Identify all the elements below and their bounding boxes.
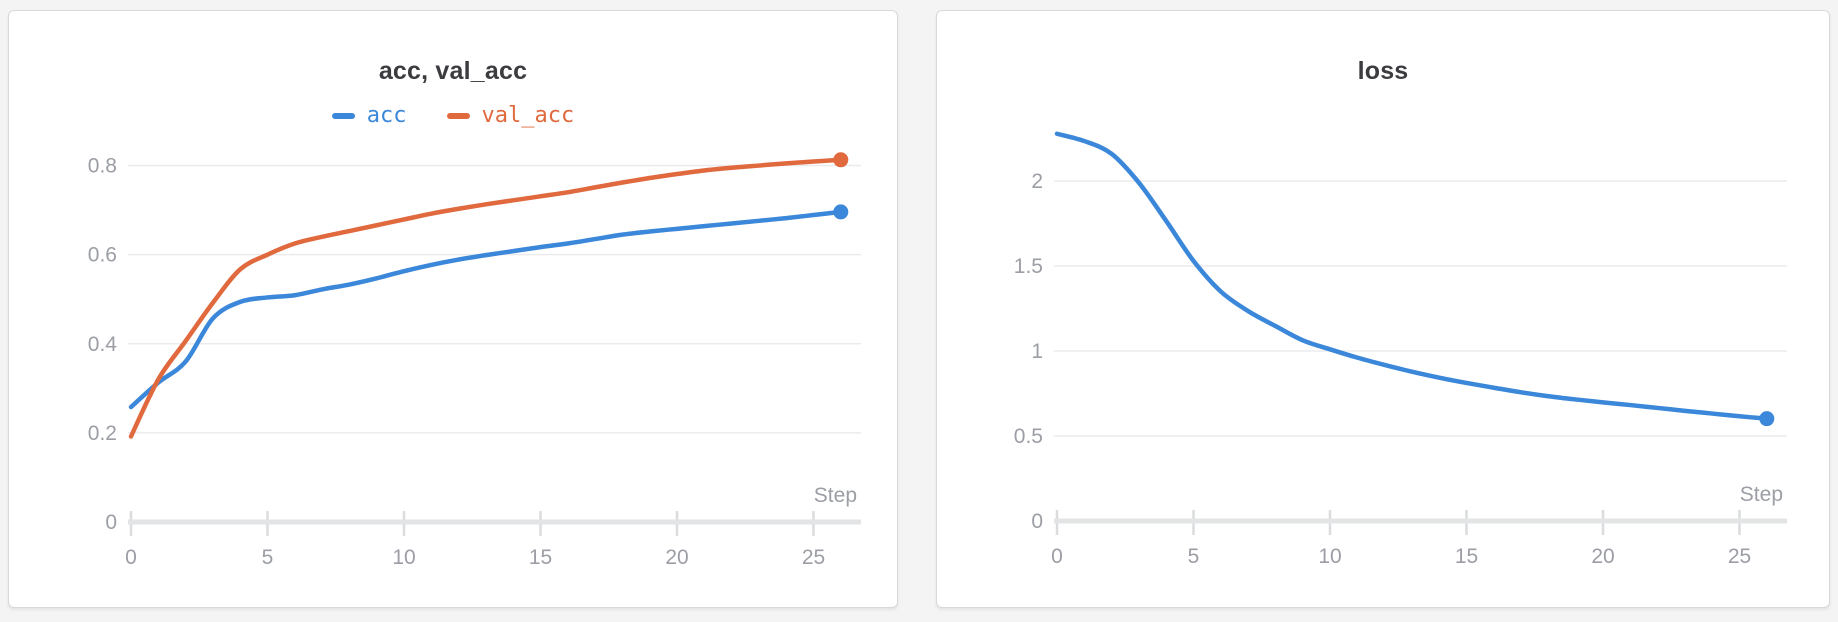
svg-text:10: 10 bbox=[1318, 545, 1341, 568]
svg-text:20: 20 bbox=[665, 546, 688, 569]
legend-item-acc: acc bbox=[331, 103, 407, 128]
svg-text:0.4: 0.4 bbox=[88, 333, 118, 356]
chart-panel-loss: 0 0.5 1 1.5 2 0 5 10 15 20 25 Step loss bbox=[936, 10, 1830, 608]
svg-text:5: 5 bbox=[1188, 545, 1200, 568]
svg-text:0.5: 0.5 bbox=[1014, 425, 1043, 448]
svg-text:25: 25 bbox=[802, 546, 825, 569]
svg-text:0: 0 bbox=[1031, 510, 1043, 533]
svg-text:0.2: 0.2 bbox=[88, 422, 117, 445]
svg-text:5: 5 bbox=[262, 546, 274, 569]
svg-text:1: 1 bbox=[1031, 340, 1043, 363]
legend-label-acc: acc bbox=[366, 103, 407, 128]
svg-text:20: 20 bbox=[1591, 545, 1614, 568]
svg-text:Step: Step bbox=[814, 484, 857, 507]
chart-panel-acc: 0 0.2 0.4 0.6 0.8 0 5 10 15 20 25 Step acc, val_acc… bbox=[8, 10, 898, 608]
legend-label-val-acc: val_acc bbox=[481, 103, 575, 128]
svg-text:0: 0 bbox=[125, 546, 137, 569]
svg-text:0: 0 bbox=[105, 511, 117, 534]
chart-title-acc: acc, val_acc bbox=[378, 57, 528, 85]
svg-text:Step: Step bbox=[1740, 483, 1783, 506]
svg-text:0.6: 0.6 bbox=[88, 244, 117, 267]
svg-text:0: 0 bbox=[1051, 545, 1063, 568]
legend-item-val-acc: val_acc bbox=[446, 103, 575, 128]
svg-text:1.5: 1.5 bbox=[1014, 255, 1043, 278]
svg-text:25: 25 bbox=[1728, 545, 1751, 568]
svg-text:2: 2 bbox=[1031, 170, 1043, 193]
acc-line-swatch-icon bbox=[331, 113, 355, 119]
svg-text:15: 15 bbox=[529, 546, 552, 569]
legend-acc: acc val_acc bbox=[9, 105, 897, 127]
svg-text:10: 10 bbox=[392, 546, 415, 569]
svg-text:15: 15 bbox=[1455, 545, 1478, 568]
val-acc-line-swatch-icon bbox=[446, 113, 470, 119]
acc-chart-canvas[interactable]: 0 0.2 0.4 0.6 0.8 0 5 10 15 20 25 Step bbox=[9, 11, 896, 606]
chart-title-loss: loss bbox=[1357, 57, 1409, 85]
svg-text:0.8: 0.8 bbox=[88, 155, 117, 178]
